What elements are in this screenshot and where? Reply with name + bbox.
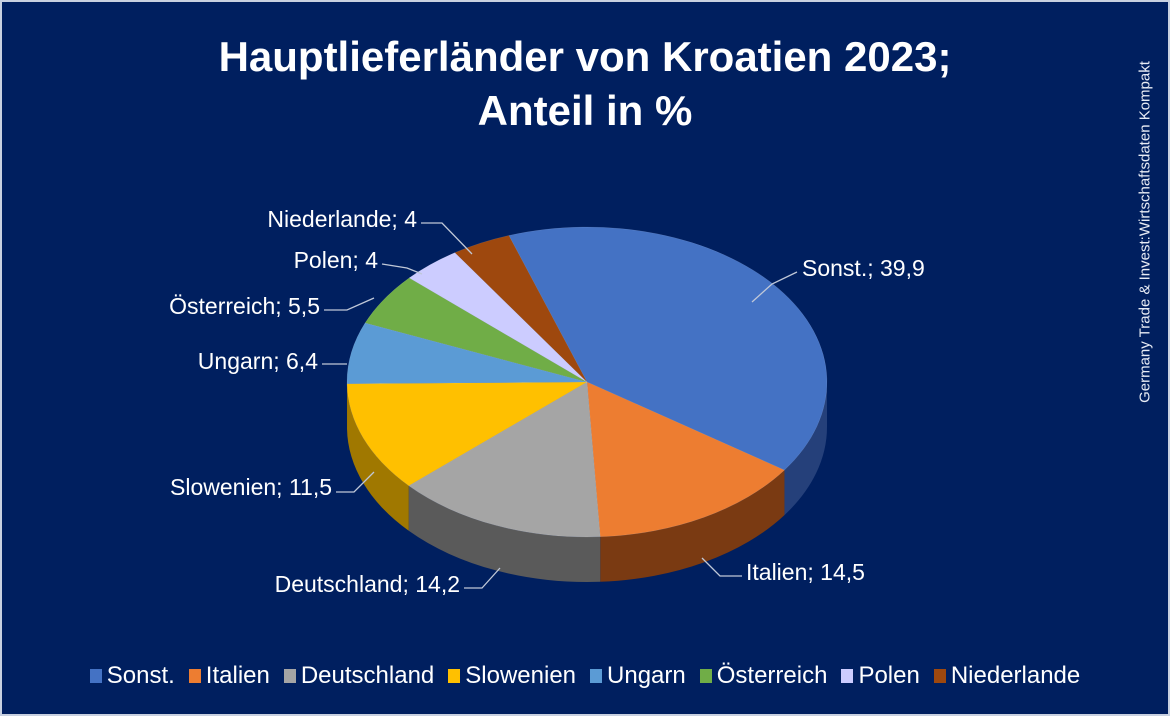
pie-slice-österreich	[364, 277, 588, 383]
legend-item: Deutschland	[283, 662, 435, 690]
legend-item: Österreich	[699, 662, 828, 690]
legend-label: Deutschland	[300, 662, 435, 689]
legend-swatch	[89, 669, 102, 683]
legend-swatch	[590, 669, 603, 683]
legend-swatch	[841, 669, 854, 683]
pie-slice-polen	[408, 252, 588, 383]
chart-title: Hauptlieferländer von Kroatien 2023; Ant…	[2, 30, 1168, 138]
legend-swatch	[699, 669, 712, 683]
data-label: Italien; 14,5	[746, 559, 865, 585]
data-label: Polen; 4	[294, 247, 379, 273]
data-label: Deutschland; 14,2	[275, 571, 460, 597]
data-label: Ungarn; 6,4	[198, 348, 318, 374]
pie-slice-deutschland	[408, 381, 601, 538]
legend-label: Österreich	[716, 662, 828, 689]
data-label: Niederlande; 4	[267, 206, 417, 232]
data-label: Sonst.; 39,9	[802, 255, 925, 281]
legend-label: Polen	[858, 662, 920, 689]
legend-swatch	[188, 669, 201, 683]
pie-side-deutschland	[408, 485, 601, 582]
leader-line	[336, 471, 375, 493]
pie-slice-ungarn	[346, 322, 588, 384]
legend-item: Slowenien	[448, 662, 576, 690]
leader-line	[751, 271, 798, 303]
pie-side-italien	[600, 470, 785, 582]
legend-swatch	[448, 669, 461, 683]
pie-chart: Sonst.; 39,9 Italien; 14,5 Deutschland; 14…	[169, 206, 925, 597]
legend-label: Slowenien	[465, 662, 577, 689]
legend-label: Ungarn	[607, 662, 686, 689]
legend-item: Niederlande	[933, 662, 1081, 690]
leader-line	[421, 222, 473, 255]
leader-line	[324, 297, 375, 311]
legend-label: Italien	[205, 662, 270, 689]
leader-line	[464, 567, 501, 589]
pie-side-sonst.	[784, 382, 827, 516]
title-line-1: Hauptlieferländer von Kroatien 2023;	[218, 33, 952, 80]
legend-item: Ungarn	[590, 662, 686, 690]
legend-label: Niederlande	[950, 662, 1081, 689]
legend-item: Italien	[188, 662, 270, 690]
title-line-2: Anteil in %	[477, 87, 693, 134]
pie-slice-sonst.	[508, 226, 828, 471]
legend-label: Sonst.	[106, 662, 175, 689]
data-label: Österreich; 5,5	[169, 293, 320, 319]
pie-side-slowenien	[347, 383, 409, 531]
leader-line	[381, 263, 423, 275]
pie-slice-italien	[586, 381, 785, 538]
legend-item: Sonst.	[89, 662, 175, 690]
data-label: Slowenien; 11,5	[170, 474, 332, 500]
pie-slice-slowenien	[346, 381, 588, 487]
legend-swatch	[933, 669, 946, 683]
pie-slice-niederlande	[454, 235, 588, 383]
leader-line	[701, 557, 742, 577]
legend-swatch	[283, 669, 296, 683]
legend: Sonst. Italien Deutschland Slowenien Ungarn Ö…	[2, 662, 1168, 690]
legend-item: Polen	[841, 662, 920, 690]
